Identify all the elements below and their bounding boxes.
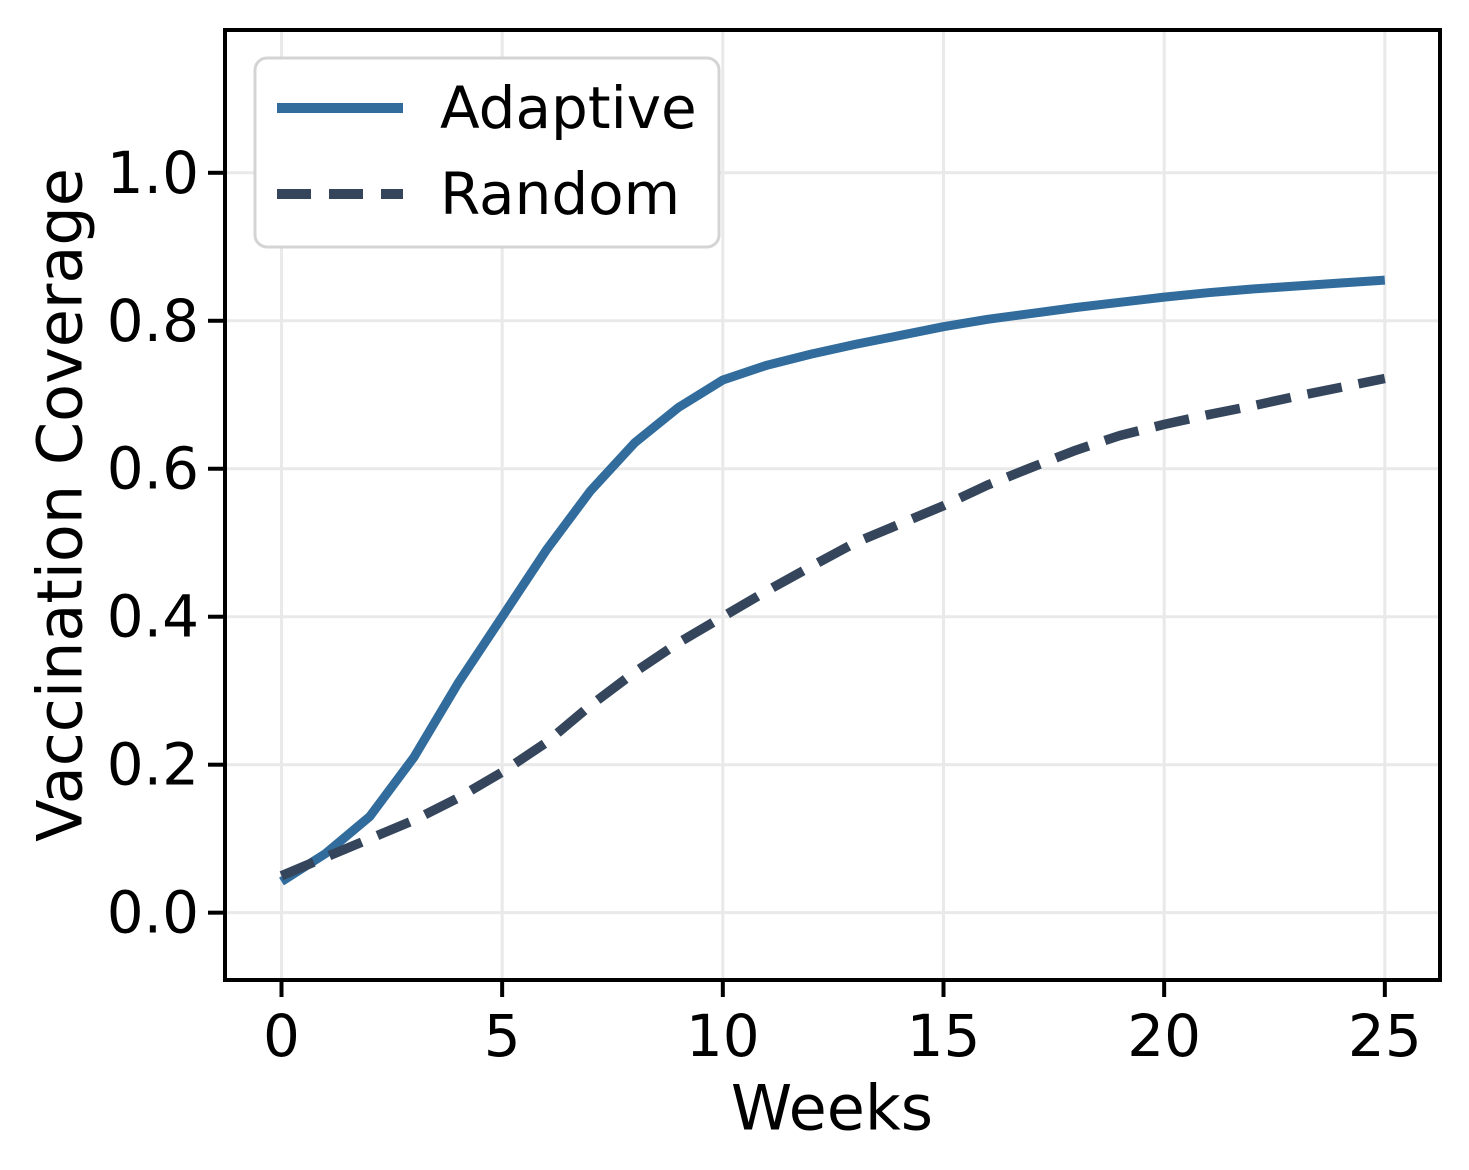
y-tick-label-0.4: 0.4 bbox=[107, 583, 199, 651]
random-line bbox=[279, 373, 1386, 881]
y-tick-label-0.2: 0.2 bbox=[107, 731, 199, 799]
x-tick-label-25: 25 bbox=[1348, 1002, 1422, 1070]
adaptive-line bbox=[279, 275, 1386, 886]
plot-border bbox=[223, 28, 1442, 982]
y-axis-label: Vaccination Coverage bbox=[24, 168, 97, 842]
y-tick-label-0.8: 0.8 bbox=[107, 287, 199, 355]
legend-adaptive-label: Adaptive bbox=[440, 74, 697, 142]
x-axis-label: Weeks bbox=[731, 1072, 933, 1145]
y-tick-label-1.0: 1.0 bbox=[107, 139, 199, 207]
y-tick-label-0.6: 0.6 bbox=[107, 435, 199, 503]
y-tick-label-0.0: 0.0 bbox=[107, 879, 199, 947]
x-tick-label-10: 10 bbox=[686, 1002, 760, 1070]
x-tick-label-15: 15 bbox=[907, 1002, 981, 1070]
legend-random-label: Random bbox=[440, 160, 680, 228]
x-tick-label-0: 0 bbox=[263, 1002, 300, 1070]
x-tick-label-5: 5 bbox=[484, 1002, 521, 1070]
x-tick-label-20: 20 bbox=[1127, 1002, 1201, 1070]
